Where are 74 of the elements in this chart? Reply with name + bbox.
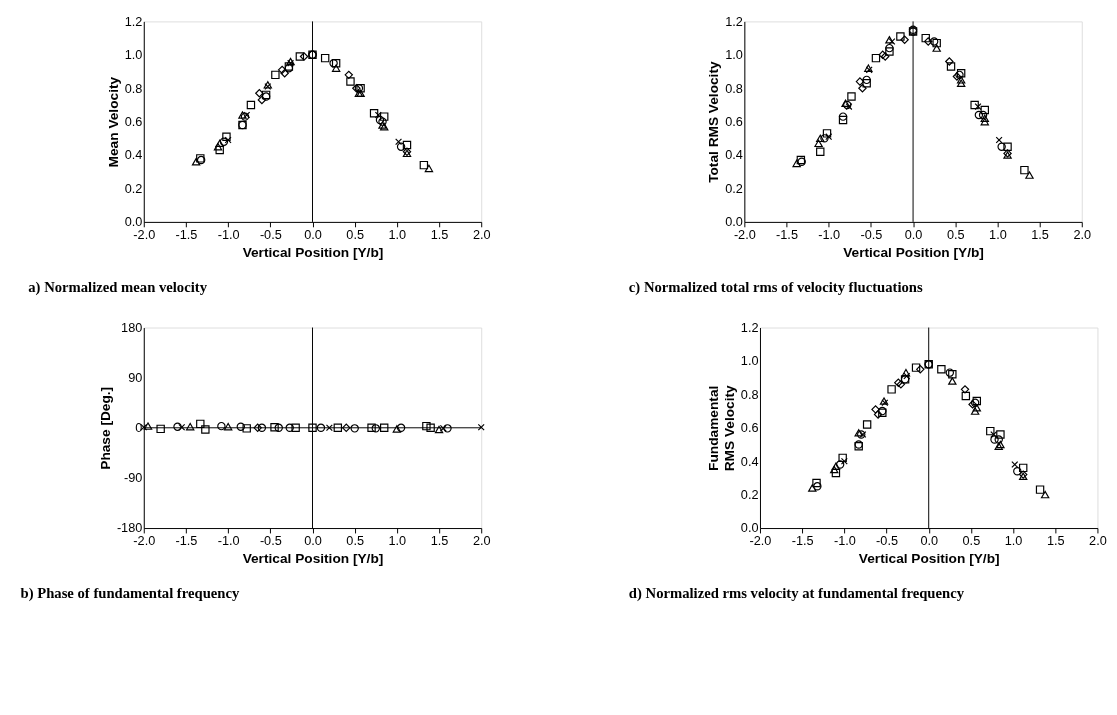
text: a) Normalized mean velocity: [28, 279, 208, 297]
y-tick-label: 1.2: [740, 319, 759, 335]
x-axis-title: Vertical Position [Y/b]: [242, 244, 384, 260]
x-tick-label: -0.5: [876, 533, 898, 549]
y-tick-label: 0.8: [124, 80, 143, 96]
x-tick-label: 0.5: [962, 533, 981, 549]
x-tick-label: -2.0: [133, 227, 156, 243]
x-tick-label: 0.5: [946, 227, 965, 243]
x-tick-label: 1.0: [388, 227, 407, 243]
y-tick-label: 0.4: [725, 147, 743, 163]
x-tick-label: -1.0: [217, 227, 240, 243]
y-tick-label: 1.0: [725, 47, 743, 63]
x-tick-label: 1.0: [989, 227, 1007, 243]
x-tick-label: -1.5: [175, 533, 198, 549]
x-tick-label: -0.5: [259, 227, 282, 243]
y-tick-label: 0.6: [740, 420, 759, 436]
x-axis-title: Vertical Position [Y/b]: [858, 550, 1000, 566]
x-tick-label: 2.0: [472, 227, 491, 243]
x-tick-label: 1.5: [430, 533, 449, 549]
x-tick-label: 2.0: [1089, 533, 1107, 549]
y-tick-label: 0.4: [740, 453, 759, 469]
x-tick-label: -0.5: [860, 227, 883, 243]
x-tick-label: 1.5: [1031, 227, 1049, 243]
y-tick-label: 90: [128, 370, 143, 386]
x-tick-label: -2.0: [749, 533, 772, 549]
y-tick-label: 0.2: [124, 180, 143, 196]
text: c) Normalized total rms of velocity fluctuations: [628, 279, 924, 297]
y-tick-label: 0.6: [725, 114, 743, 130]
x-tick-label: 1.0: [1004, 533, 1023, 549]
x-tick-label: -1.5: [175, 227, 198, 243]
x-tick-label: -2.0: [133, 533, 156, 549]
x-tick-label: 1.5: [1046, 533, 1065, 549]
x-tick-label: 0.0: [920, 533, 939, 549]
x-tick-label: 2.0: [1073, 227, 1092, 243]
y-tick-label: 0.2: [740, 487, 759, 503]
y-tick-label: 0.2: [725, 180, 743, 196]
y-tick-label: -90: [123, 470, 143, 486]
y-tick-label: 0: [135, 420, 143, 436]
y-tick-label: 0.4: [124, 147, 143, 163]
y-tick-label: 0.0: [740, 520, 759, 536]
y-tick-label: 0.8: [740, 386, 759, 402]
x-tick-label: 0.0: [304, 533, 322, 549]
y-tick-label: 0.8: [725, 80, 743, 96]
x-tick-label: 0.5: [346, 533, 365, 549]
x-axis-title: Vertical Position [Y/b]: [242, 550, 384, 566]
x-tick-label: -0.5: [259, 533, 282, 549]
x-tick-label: 0.0: [904, 227, 923, 243]
y-tick-label: 1.0: [124, 47, 143, 63]
x-tick-label: -1.0: [818, 227, 841, 243]
y-tick-label: 1.0: [740, 353, 759, 369]
y-axis-title: Phase [Deg.]: [98, 386, 114, 470]
x-tick-label: -1.5: [776, 227, 798, 243]
x-tick-label: -2.0: [733, 227, 756, 243]
y-axis-title: Mean Velocity: [105, 76, 121, 168]
x-tick-label: 0.0: [304, 227, 322, 243]
text: d) Normalized rms velocity at fundamental frequency: [628, 585, 965, 603]
y-tick-label: 1.2: [725, 13, 743, 29]
y-tick-label: 0.0: [124, 214, 143, 230]
x-tick-label: 2.0: [472, 533, 491, 549]
y-tick-label: -180: [116, 520, 143, 536]
x-tick-label: 1.0: [388, 533, 407, 549]
y-tick-label: 0.6: [124, 114, 143, 130]
y-tick-label: 180: [121, 319, 143, 335]
y-tick-label: 0.0: [725, 214, 743, 230]
x-tick-label: -1.5: [791, 533, 814, 549]
text: b) Phase of fundamental frequency: [20, 585, 240, 603]
y-axis-title: Total RMS Velocity: [706, 61, 722, 183]
x-tick-label: -1.0: [833, 533, 856, 549]
x-tick-label: 0.5: [346, 227, 365, 243]
y-tick-label: 1.2: [124, 13, 143, 29]
x-axis-title: Vertical Position [Y/b]: [843, 244, 984, 260]
y-axis-title: Fundamental RMS Velocity: [706, 384, 737, 472]
x-tick-label: 1.5: [430, 227, 449, 243]
x-tick-label: -1.0: [217, 533, 240, 549]
